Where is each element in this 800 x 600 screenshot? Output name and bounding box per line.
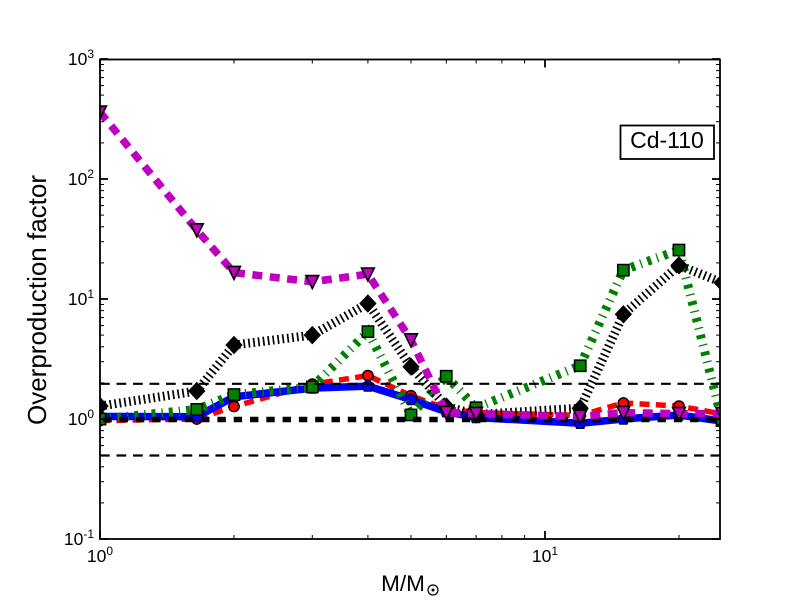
svg-text:101: 101 <box>532 544 558 566</box>
svg-text:Overproduction factor: Overproduction factor <box>22 175 52 425</box>
svg-text:101: 101 <box>68 287 94 309</box>
svg-text:103: 103 <box>68 47 94 69</box>
svg-text:Cd-110: Cd-110 <box>630 127 704 153</box>
svg-text:10-1: 10-1 <box>64 527 94 549</box>
svg-text:M/M: M/M <box>381 571 425 596</box>
svg-text:102: 102 <box>68 167 94 189</box>
svg-text:100: 100 <box>68 407 94 429</box>
svg-text:100: 100 <box>87 544 113 566</box>
